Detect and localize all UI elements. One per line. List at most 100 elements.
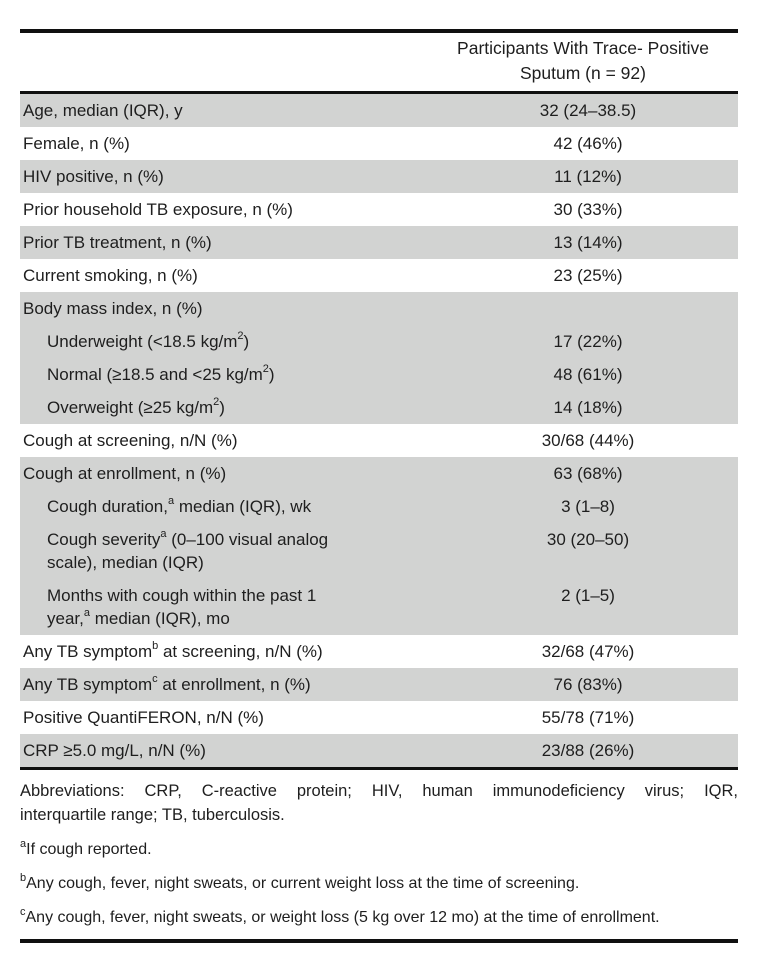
footnote-marker-b: b [20, 871, 27, 884]
row-value: 13 (14%) [553, 233, 623, 252]
row-label-text: (0–100 visual analog [166, 530, 329, 549]
row-label: Overweight (≥25 kg/m2) [20, 396, 438, 419]
column-header-line2: Sputum (n = 92) [520, 63, 646, 83]
table-row-female: Female, n (%) 42 (46%) [20, 127, 738, 160]
footnote-marker-a: a [167, 495, 175, 508]
row-value: 2 (1–5) [561, 586, 615, 605]
footnote-marker-c: c [20, 905, 26, 918]
row-label: Body mass index, n (%) [23, 299, 203, 318]
footnote-marker-a: a [160, 528, 167, 541]
row-value: 30 (33%) [553, 200, 623, 219]
row-label-text: ) [243, 332, 250, 351]
table-row-crp: CRP ≥5.0 mg/L, n/N (%) 23/88 (26%) [20, 734, 738, 767]
row-value: 30 (20–50) [546, 530, 630, 549]
row-label-text: median (IQR), mo [89, 609, 230, 628]
row-value: 42 (46%) [553, 134, 623, 153]
superscript: 2 [262, 363, 269, 376]
table-row-quantiferon: Positive QuantiFERON, n/N (%) 55/78 (71%… [20, 701, 738, 734]
row-label: Female, n (%) [23, 134, 130, 153]
row-value: 23/88 (26%) [541, 741, 635, 760]
row-label: Any TB symptomc at enrollment, n (%) [20, 673, 438, 696]
table-row-cough-screening: Cough at screening, n/N (%) 30/68 (44%) [20, 424, 738, 457]
row-label-line2: year,a median (IQR), mo [47, 607, 438, 630]
table-row-age: Age, median (IQR), y 32 (24–38.5) [20, 94, 738, 127]
row-label: Cough at enrollment, n (%) [23, 464, 227, 483]
header-separator-rule [20, 91, 738, 94]
row-label: Underweight (<18.5 kg/m2) [20, 330, 438, 353]
row-label-text: year, [47, 609, 84, 628]
row-label-line2: scale), median (IQR) [47, 553, 204, 572]
row-value: 17 (22%) [553, 332, 623, 351]
column-header: Participants With Trace- Positive Sputum… [428, 36, 738, 86]
row-value: 76 (83%) [553, 675, 623, 694]
row-label-text: Any TB symptom [23, 675, 153, 694]
row-label-line1: Months with cough within the past 1 [47, 586, 317, 605]
footnote-text: Any cough, fever, night sweats, or weigh… [25, 909, 660, 926]
superscript: 2 [213, 396, 220, 409]
row-label: Cough at screening, n/N (%) [23, 431, 238, 450]
row-label-text: Overweight (≥25 kg/m [47, 398, 214, 417]
footnote-marker-a: a [83, 607, 90, 620]
footnotes: Abbreviations: CRP, C-reactive protein; … [20, 779, 738, 929]
row-label: Prior TB treatment, n (%) [23, 233, 212, 252]
row-label-text: ) [268, 365, 275, 384]
row-label-text: Normal (≥18.5 and <25 kg/m [47, 365, 263, 384]
row-label: CRP ≥5.0 mg/L, n/N (%) [23, 741, 206, 760]
table-row-tb-symptom-enrollment: Any TB symptomc at enrollment, n (%) 76 … [20, 668, 738, 701]
footnote-b: bAny cough, fever, night sweats, or curr… [20, 872, 738, 895]
top-rule [20, 29, 738, 33]
table-row-overweight: Overweight (≥25 kg/m2) 14 (18%) [20, 391, 738, 424]
table-body: Age, median (IQR), y 32 (24–38.5) Female… [20, 94, 738, 767]
row-value: 11 (12%) [554, 167, 622, 186]
row-label-text: at enrollment, n (%) [157, 675, 311, 694]
abbreviations-note: Abbreviations: CRP, C-reactive protein; … [20, 779, 738, 827]
row-label: Current smoking, n (%) [23, 266, 198, 285]
footnote-text: Any cough, fever, night sweats, or curre… [26, 875, 580, 892]
table-row-cough-enrollment: Cough at enrollment, n (%) 63 (68%) [20, 457, 738, 490]
footnote-text: If cough reported. [26, 841, 152, 858]
row-value: 32 (24–38.5) [539, 101, 637, 120]
row-label: Months with cough within the past 1 year… [20, 584, 438, 630]
row-value: 63 (68%) [553, 464, 623, 483]
table-row-tb-symptom-screening: Any TB symptomb at screening, n/N (%) 32… [20, 635, 738, 668]
row-label-text: at screening, n/N (%) [158, 642, 323, 661]
table-row-smoking: Current smoking, n (%) 23 (25%) [20, 259, 738, 292]
row-label: Age, median (IQR), y [23, 101, 183, 120]
row-label: Cough duration,a median (IQR), wk [20, 495, 438, 518]
row-label: Positive QuantiFERON, n/N (%) [23, 708, 264, 727]
row-label: Cough severitya (0–100 visual analog sca… [20, 528, 438, 574]
row-label-text: Cough severity [47, 530, 161, 549]
table-row-prior-treatment: Prior TB treatment, n (%) 13 (14%) [20, 226, 738, 259]
footnote-marker-c: c [152, 673, 158, 686]
abbreviations-line2: interquartile range; TB, tuberculosis. [20, 806, 285, 824]
row-value: 23 (25%) [553, 266, 623, 285]
row-label-text: Any TB symptom [23, 642, 153, 661]
table-row-household-exposure: Prior household TB exposure, n (%) 30 (3… [20, 193, 738, 226]
row-value: 55/78 (71%) [541, 708, 635, 727]
column-header-line1: Participants With Trace- Positive [457, 38, 709, 58]
table-row-normal-bmi: Normal (≥18.5 and <25 kg/m2) 48 (61%) [20, 358, 738, 391]
footnote-a: aIf cough reported. [20, 838, 738, 861]
footnote-marker-b: b [152, 640, 159, 653]
row-label-text: Cough duration, [47, 497, 168, 516]
footer-separator-rule [20, 767, 738, 770]
row-value: 3 (1–8) [561, 497, 615, 516]
abbreviations-line1: Abbreviations: CRP, C-reactive protein; … [20, 782, 738, 800]
row-label: Normal (≥18.5 and <25 kg/m2) [20, 363, 438, 386]
table-row-underweight: Underweight (<18.5 kg/m2) 17 (22%) [20, 325, 738, 358]
footnote-marker-a: a [20, 837, 27, 850]
row-label-text: Underweight (<18.5 kg/m [47, 332, 238, 351]
table-row-cough-severity: Cough severitya (0–100 visual analog sca… [20, 523, 738, 579]
table-row-months-with-cough: Months with cough within the past 1 year… [20, 579, 738, 635]
bottom-rule [20, 939, 738, 943]
superscript: 2 [237, 330, 244, 343]
row-value: 30/68 (44%) [541, 431, 635, 450]
row-label-text: median (IQR), wk [174, 497, 312, 516]
row-label: Any TB symptomb at screening, n/N (%) [20, 640, 438, 663]
row-value: 14 (18%) [553, 398, 623, 417]
table-header: Participants With Trace- Positive Sputum… [20, 33, 738, 91]
row-value: 32/68 (47%) [541, 642, 635, 661]
table-row-hiv: HIV positive, n (%) 11 (12%) [20, 160, 738, 193]
row-label: Prior household TB exposure, n (%) [23, 200, 293, 219]
row-value: 48 (61%) [553, 365, 623, 384]
